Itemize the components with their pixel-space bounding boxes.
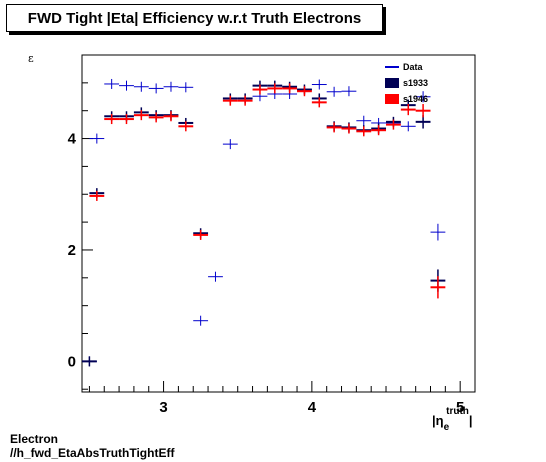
data-point: [356, 126, 372, 137]
data-point: [119, 114, 134, 125]
data-point: [237, 95, 253, 106]
data-point: [178, 121, 194, 132]
data-point: [282, 83, 298, 94]
data-point: [341, 86, 357, 97]
data-point: [386, 119, 401, 130]
data-point: [400, 121, 416, 132]
data-point: [222, 95, 238, 106]
x-axis-label: |ηetruth|: [432, 406, 473, 433]
data-point: [193, 229, 209, 240]
y-axis-label: ε: [28, 52, 34, 65]
data-point: [341, 123, 357, 134]
plot-frame: [81, 54, 476, 393]
legend: Data s1933 s1946: [385, 62, 428, 104]
x-tick-label: 5: [456, 399, 464, 416]
data-point: [222, 139, 238, 150]
data-point: [252, 84, 268, 95]
y-tick-label: 0: [68, 353, 76, 370]
data-point: [267, 83, 283, 94]
data-point: [297, 86, 312, 97]
data-point: [89, 133, 105, 144]
data-point: [133, 81, 149, 92]
data-point: [415, 91, 431, 103]
data-point: [82, 356, 97, 367]
data-point: [311, 97, 327, 108]
legend-item: s1946: [385, 94, 428, 104]
series-s1933: [82, 80, 446, 367]
data-point: [89, 190, 105, 201]
data-point: [430, 223, 446, 241]
series-s1946: [89, 83, 446, 299]
legend-swatch: [385, 78, 399, 88]
data-point: [104, 78, 120, 89]
legend-label: Data: [403, 62, 424, 72]
legend-item: Data: [385, 62, 424, 72]
data-point: [193, 315, 209, 326]
data-point: [400, 104, 416, 116]
data-point: [148, 83, 164, 94]
data-marks: [82, 78, 446, 367]
legend-swatch: [385, 94, 399, 104]
data-point: [326, 86, 342, 97]
legend-label: s1933: [403, 78, 428, 88]
data-point: [208, 271, 223, 282]
data-point: [311, 79, 327, 90]
data-point: [163, 111, 179, 122]
chart-title: FWD Tight |Eta| Efficiency w.r.t Truth E…: [6, 4, 383, 32]
x-tick-label: 3: [159, 399, 167, 416]
legend-label: s1946: [403, 94, 428, 104]
data-point: [104, 114, 120, 125]
data-point: [119, 80, 134, 91]
data-point: [371, 125, 387, 136]
footer-histogram-path: //h_fwd_EtaAbsTruthTightEff: [10, 446, 175, 460]
data-point: [430, 276, 446, 299]
legend-item: s1933: [385, 78, 428, 88]
y-tick-label: 4: [68, 131, 77, 148]
x-tick-label: 4: [308, 399, 317, 416]
data-point: [178, 82, 194, 93]
axes: 3 4 5 0 2 4: [68, 54, 476, 416]
data-point: [133, 110, 149, 121]
y-tick-label: 2: [68, 242, 76, 259]
data-point: [148, 112, 164, 123]
data-point: [163, 81, 179, 92]
footer-category: Electron: [10, 432, 59, 446]
data-point: [356, 115, 372, 126]
data-point: [415, 104, 431, 118]
data-point: [326, 122, 342, 133]
